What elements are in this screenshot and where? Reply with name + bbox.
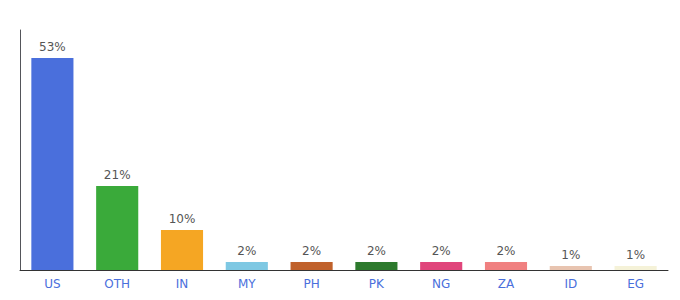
svg-text:1%: 1% [561,248,580,262]
svg-text:EG: EG [627,277,644,291]
svg-text:ZA: ZA [498,277,515,291]
svg-text:MY: MY [238,277,256,291]
svg-text:PH: PH [303,277,319,291]
svg-text:NG: NG [432,277,450,291]
svg-text:2%: 2% [367,244,386,258]
svg-text:IN: IN [176,277,189,291]
svg-text:US: US [44,277,60,291]
svg-text:2%: 2% [302,244,321,258]
svg-text:2%: 2% [432,244,451,258]
svg-text:10%: 10% [169,212,196,226]
svg-text:2%: 2% [496,244,515,258]
svg-text:53%: 53% [39,40,66,54]
svg-text:1%: 1% [626,248,645,262]
svg-text:PK: PK [369,277,385,291]
svg-text:2%: 2% [237,244,256,258]
svg-text:OTH: OTH [104,277,130,291]
svg-text:ID: ID [564,277,577,291]
svg-text:21%: 21% [104,168,131,182]
